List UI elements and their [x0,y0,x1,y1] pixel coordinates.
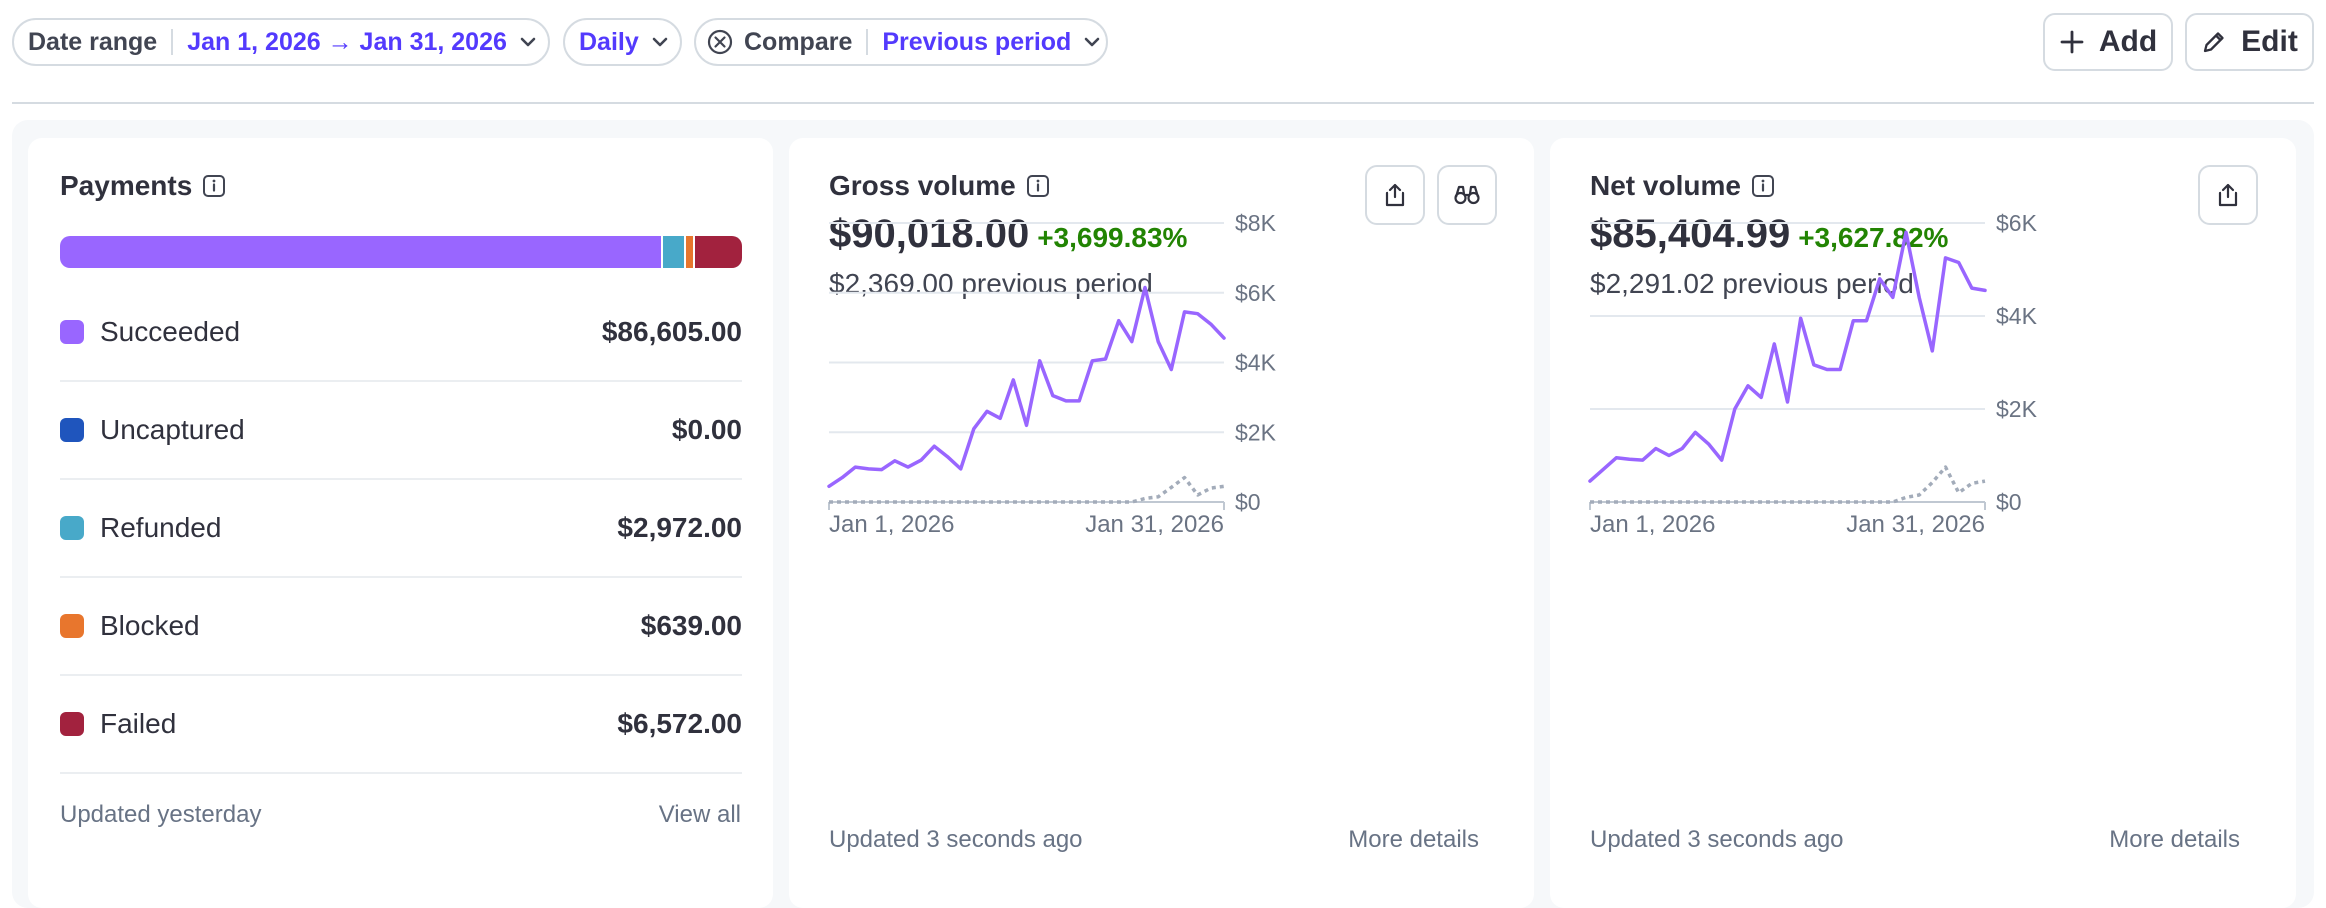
export-button[interactable] [2198,165,2258,225]
payments-updated-text: Updated yesterday [60,801,262,828]
chevron-down-icon [519,36,537,48]
payment-row-uncaptured[interactable]: Uncaptured $0.00 [60,382,742,480]
toolbar-divider [12,102,2314,104]
y-tick-label: $8K [1235,210,1277,236]
bar-segment-blocked [686,236,693,268]
gross-previous: $2,369.00 previous period [829,268,1153,299]
row-label: Blocked [100,610,200,641]
x-tick-label: Jan 31, 2026 [1085,511,1224,538]
series-line-current-period [827,285,1226,489]
row-label: Failed [100,708,177,739]
net-volume-card [1550,138,2296,908]
y-tick-label: $2K [1235,419,1277,445]
net-value-row: $85,404.99 +3,627.82% [1590,212,1948,257]
payment-row-refunded[interactable]: Refunded $2,972.00 [60,480,742,578]
y-tick-label: $6K [1235,280,1277,306]
series-line-previous-period [829,475,1225,504]
interval-filter[interactable]: Daily [563,18,682,66]
row-amount: $86,605.00 [601,316,742,347]
y-tick-label: $0 [1235,489,1261,515]
gross-title-row: Gross volume [829,170,1050,202]
net-updated-text: Updated 3 seconds ago [1590,826,1844,853]
row-amount: $6,572.00 [617,708,742,739]
gross-change: +3,699.83% [1037,222,1188,253]
gross-volume-chart[interactable]: $0 $2K $4K $6K $8K Jan 1, 2026 Jan 31, 2026 [789,200,1534,560]
view-all-link[interactable]: View all [658,801,741,828]
date-range-filter[interactable]: Date range Jan 1, 2026 → Jan 31, 2026 [12,18,550,66]
share-icon [1383,182,1407,208]
payments-title-row: Payments [60,170,226,202]
row-label: Uncaptured [100,414,245,445]
payments-title: Payments [60,170,193,201]
gross-value: $90,018.00 [829,212,1030,256]
payment-row-succeeded[interactable]: Succeeded $86,605.00 [60,284,742,382]
explore-button[interactable] [1437,165,1497,225]
series-line-current-period [1588,230,1987,483]
gross-more-details-link[interactable]: More details [1348,826,1479,853]
net-title-row: Net volume [1590,170,1775,202]
row-label: Succeeded [100,316,241,347]
gross-updated-text: Updated 3 seconds ago [829,826,1083,853]
info-icon[interactable] [1026,174,1050,198]
gross-value-row: $90,018.00 +3,699.83% [829,212,1187,257]
export-button[interactable] [1365,165,1425,225]
net-change: +3,627.82% [1798,222,1949,253]
x-tick-label: Jan 1, 2026 [1590,511,1715,538]
payment-row-failed[interactable]: Failed $6,572.00 [60,676,742,774]
net-title: Net volume [1590,170,1741,201]
add-label: Add [2098,25,2158,58]
row-amount: $639.00 [640,610,742,641]
net-previous: $2,291.02 previous period [1590,268,1914,299]
row-label: Refunded [100,512,222,543]
legend-swatch [60,614,84,638]
gross-volume-card [789,138,1534,908]
add-button[interactable]: Add [2043,13,2173,71]
compare-label: Compare [744,27,853,56]
info-icon[interactable] [1751,174,1775,198]
payments-breakdown-bar [60,236,742,268]
y-tick-label: $4K [1996,303,2038,329]
share-icon [2216,182,2240,208]
bar-segment-succeeded [60,236,661,268]
x-tick-label: Jan 1, 2026 [829,511,954,538]
edit-button[interactable]: Edit [2185,13,2314,71]
row-amount: $2,972.00 [617,512,742,543]
binoculars-icon [1453,183,1481,207]
plus-icon [2059,29,2085,55]
y-tick-label: $4K [1235,350,1277,376]
date-range-value: Jan 1, 2026 → Jan 31, 2026 [187,27,507,56]
edit-label: Edit [2241,25,2298,58]
clear-compare-icon[interactable] [706,28,734,56]
y-tick-label: $2K [1996,396,2038,422]
y-tick-label: $0 [1996,489,2022,515]
y-tick-label: $6K [1996,210,2038,236]
net-more-details-link[interactable]: More details [2109,826,2240,853]
date-range-label: Date range [28,27,158,56]
net-volume-chart[interactable]: $0 $2K $4K $6K Jan 1, 2026 Jan 31, 2026 [1550,200,2296,560]
payment-row-blocked[interactable]: Blocked $639.00 [60,578,742,676]
bar-segment-failed [695,236,742,268]
bar-segment-refunded [663,236,684,268]
legend-swatch [60,516,84,540]
legend-swatch [60,418,84,442]
x-tick-label: Jan 31, 2026 [1846,511,1985,538]
pencil-icon [2201,29,2227,55]
legend-swatch [60,712,84,736]
legend-swatch [60,320,84,344]
compare-filter[interactable]: Compare Previous period [694,18,1108,66]
info-icon[interactable] [202,174,226,198]
row-amount: $0.00 [671,414,742,445]
gross-title: Gross volume [829,170,1016,201]
series-line-previous-period [1590,465,1986,504]
chevron-down-icon [651,36,669,48]
net-value: $85,404.99 [1590,212,1791,256]
chevron-down-icon [1083,36,1101,48]
compare-value: Previous period [882,27,1072,56]
interval-value: Daily [579,27,639,56]
